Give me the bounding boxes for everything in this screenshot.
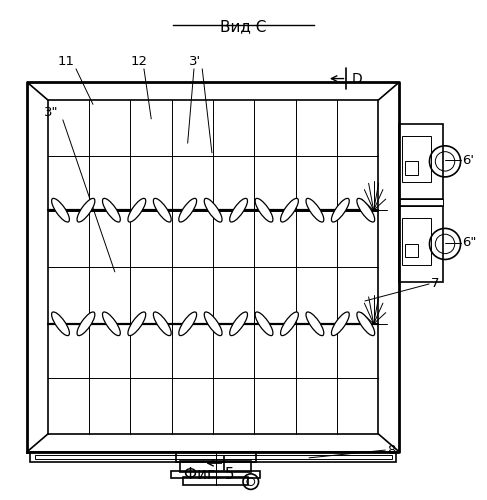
Ellipse shape <box>306 312 324 336</box>
Text: 12: 12 <box>131 55 148 68</box>
Ellipse shape <box>153 198 171 222</box>
Ellipse shape <box>102 198 120 222</box>
Ellipse shape <box>204 312 222 336</box>
Ellipse shape <box>128 312 146 336</box>
Text: 3": 3" <box>44 106 59 119</box>
Bar <box>35 455 392 460</box>
Ellipse shape <box>281 198 299 222</box>
Ellipse shape <box>230 198 247 222</box>
Ellipse shape <box>52 312 70 336</box>
Text: 7: 7 <box>431 278 439 290</box>
Bar <box>180 461 251 472</box>
Bar <box>405 161 418 174</box>
Bar <box>399 206 443 282</box>
Text: Фиг. 5: Фиг. 5 <box>184 467 235 482</box>
Ellipse shape <box>332 198 349 222</box>
Ellipse shape <box>77 312 95 336</box>
Ellipse shape <box>77 198 95 222</box>
Text: 6': 6' <box>462 154 474 166</box>
Ellipse shape <box>357 312 375 336</box>
Bar <box>402 136 431 182</box>
Ellipse shape <box>281 312 299 336</box>
Text: 11: 11 <box>58 55 75 68</box>
Bar <box>30 452 396 462</box>
Bar <box>399 199 443 206</box>
Ellipse shape <box>357 198 375 222</box>
Ellipse shape <box>255 198 273 222</box>
Ellipse shape <box>52 198 70 222</box>
Ellipse shape <box>179 312 197 336</box>
Ellipse shape <box>204 198 222 222</box>
Text: D: D <box>351 72 362 86</box>
Bar <box>402 218 431 264</box>
Bar <box>183 478 248 484</box>
Ellipse shape <box>153 312 171 336</box>
Ellipse shape <box>230 312 247 336</box>
Text: Вид С: Вид С <box>220 20 267 34</box>
Ellipse shape <box>179 198 197 222</box>
Ellipse shape <box>128 198 146 222</box>
Bar <box>399 124 443 199</box>
Ellipse shape <box>332 312 349 336</box>
Bar <box>405 244 418 258</box>
Text: 3': 3' <box>189 55 201 68</box>
Ellipse shape <box>306 198 324 222</box>
Ellipse shape <box>102 312 120 336</box>
Text: 8: 8 <box>387 444 395 456</box>
Bar <box>170 471 261 478</box>
Text: 6": 6" <box>462 236 476 249</box>
Bar <box>175 452 256 462</box>
Ellipse shape <box>255 312 273 336</box>
